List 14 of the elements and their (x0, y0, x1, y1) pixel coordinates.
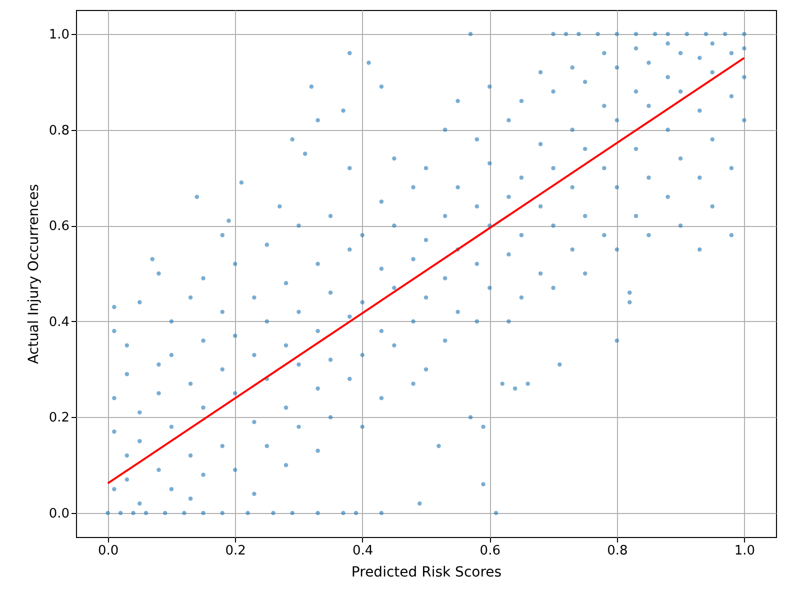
y-tick-label: 0.4 (48, 314, 70, 330)
y-axis-title: Actual Injury Occurrences (26, 184, 42, 364)
x-tick-label: 1.0 (734, 544, 756, 558)
x-tick-label: 0.0 (98, 544, 119, 558)
y-tick-label: 0.0 (48, 506, 70, 522)
y-tick-label: 0.8 (48, 123, 70, 138)
x-tick-label: 0.4 (352, 544, 374, 558)
x-tick-label: 0.2 (225, 544, 246, 558)
y-tick-label: 1.0 (48, 27, 70, 42)
x-tick-label: 0.8 (607, 544, 628, 558)
x-axis-title: Predicted Risk Scores (351, 564, 502, 580)
y-tick-label: 0.6 (48, 219, 70, 234)
x-tick-label: 0.6 (480, 544, 500, 558)
y-tick-label: 0.2 (48, 410, 70, 426)
